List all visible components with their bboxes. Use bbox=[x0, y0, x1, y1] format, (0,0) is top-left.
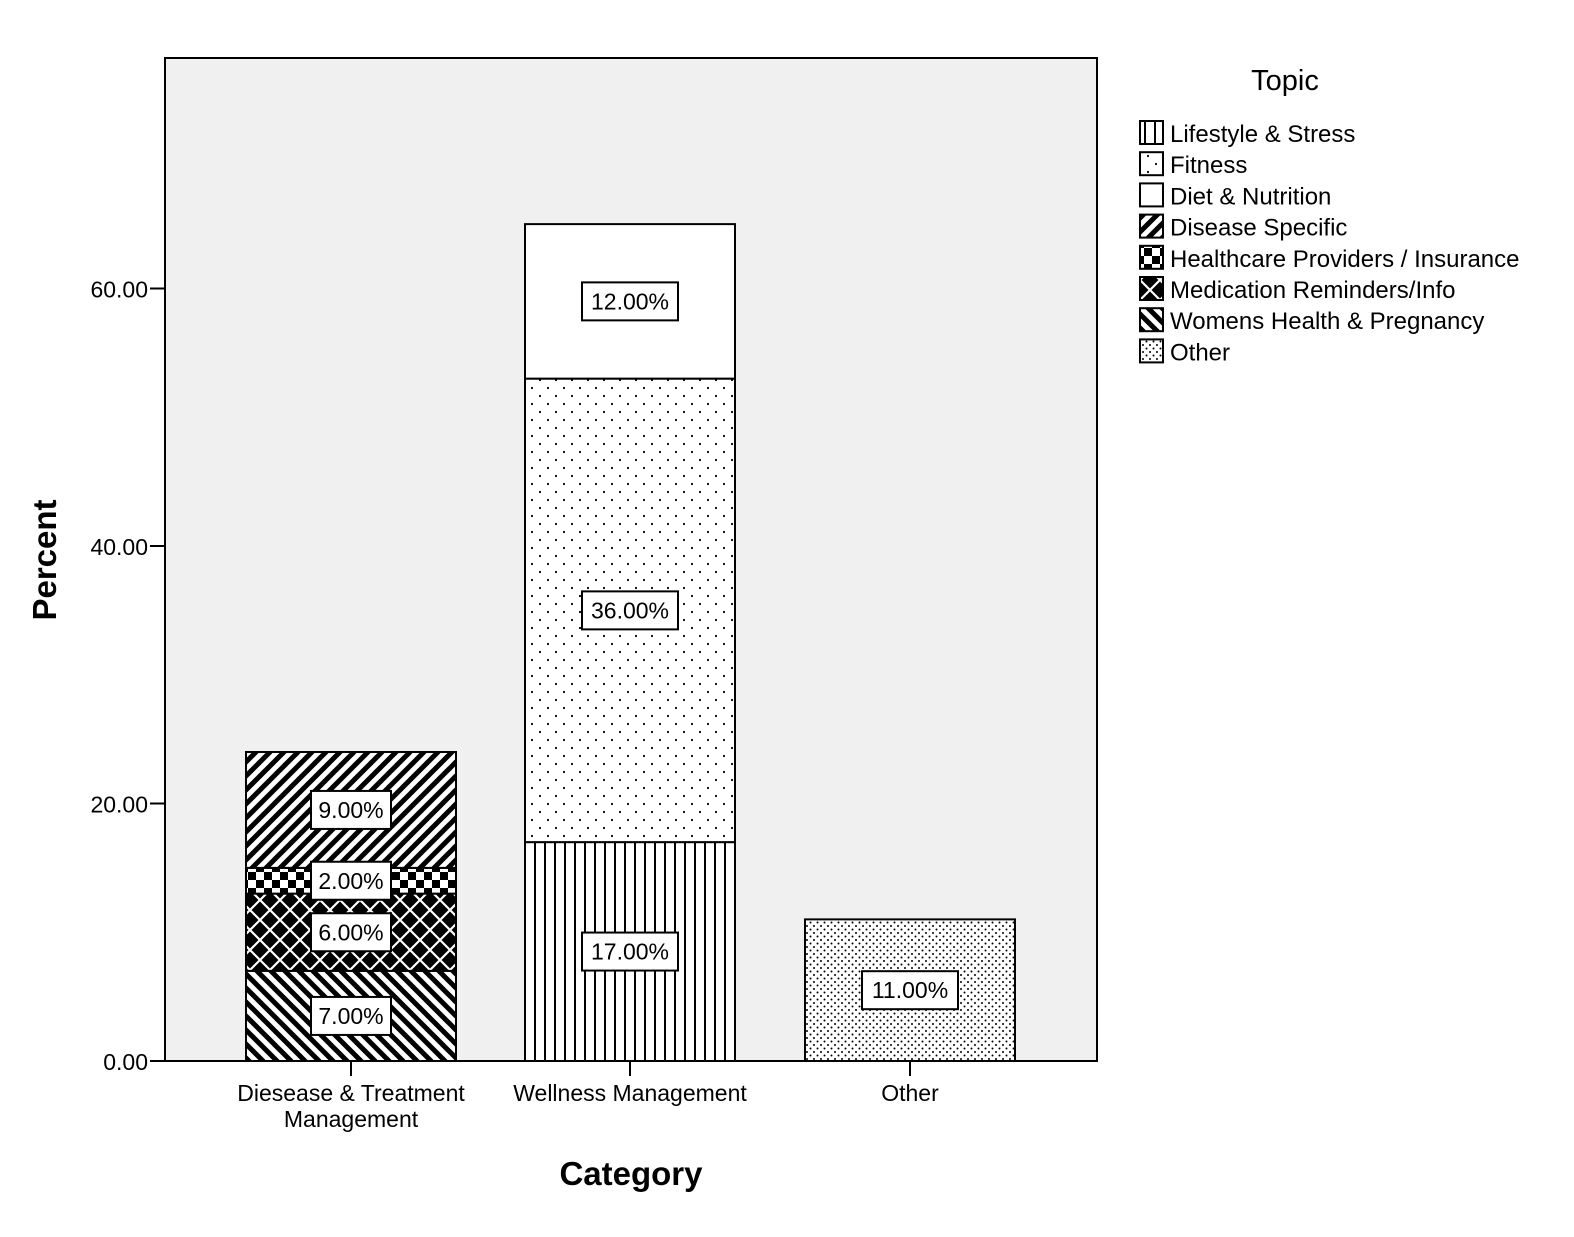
legend-swatch bbox=[1139, 182, 1164, 208]
y-axis: 0.00 20.00 40.00 60.00 bbox=[90, 277, 165, 1075]
legend-item: Healthcare Providers / Insurance bbox=[1139, 244, 1520, 273]
data-label-text: 36.00% bbox=[591, 597, 669, 623]
legend-item: Medication Reminders/Info bbox=[1139, 276, 1455, 304]
data-label: 9.00% bbox=[310, 789, 392, 830]
legend-label: Medication Reminders/Info bbox=[1170, 277, 1455, 304]
legend-swatch bbox=[1139, 213, 1164, 239]
legend-label: Lifestyle & Stress bbox=[1170, 121, 1355, 148]
legend-label: Fitness bbox=[1170, 152, 1247, 179]
y-tick-label: 40.00 bbox=[90, 534, 148, 560]
data-label: 12.00% bbox=[581, 281, 679, 322]
x-tick-label: Diesease & Treatment bbox=[237, 1080, 465, 1106]
data-label-box bbox=[310, 995, 392, 1036]
legend-swatch bbox=[1139, 338, 1164, 364]
legend-item: Diet & Nutrition bbox=[1139, 182, 1331, 210]
legend: Topic Lifestyle & Stress Fitness Diet & Nu… bbox=[1139, 65, 1520, 366]
y-axis-title: Percent bbox=[26, 499, 63, 620]
data-label: 17.00% bbox=[581, 931, 679, 972]
bars bbox=[245, 223, 1016, 1062]
data-label-box bbox=[581, 281, 679, 322]
legend-swatch bbox=[1139, 276, 1164, 301]
x-tick-label: Wellness Management bbox=[513, 1080, 747, 1106]
data-label: 2.00% bbox=[310, 860, 392, 901]
data-label-text: 7.00% bbox=[318, 1003, 383, 1029]
data-label: 11.00% bbox=[861, 970, 959, 1011]
data-label-box bbox=[581, 931, 679, 972]
legend-swatch bbox=[1139, 307, 1164, 333]
legend-swatch bbox=[1139, 151, 1164, 177]
legend-title: Topic bbox=[1251, 65, 1319, 97]
data-label-box bbox=[310, 860, 392, 901]
legend-label: Womens Health & Pregnancy bbox=[1170, 308, 1484, 335]
y-tick-label: 60.00 bbox=[90, 277, 148, 303]
data-label-box bbox=[310, 912, 392, 953]
x-axis-title: Category bbox=[559, 1155, 703, 1192]
legend-item: Fitness bbox=[1139, 151, 1247, 179]
legend-item: Lifestyle & Stress bbox=[1139, 120, 1355, 148]
data-label-text: 12.00% bbox=[591, 288, 669, 314]
data-label-box bbox=[581, 590, 679, 631]
data-label-box bbox=[310, 789, 392, 830]
legend-swatch bbox=[1139, 244, 1164, 270]
data-label-text: 6.00% bbox=[318, 919, 383, 945]
data-label-text: 2.00% bbox=[318, 868, 383, 894]
y-tick-label: 0.00 bbox=[103, 1049, 148, 1075]
data-label: 7.00% bbox=[310, 995, 392, 1036]
y-tick-label: 20.00 bbox=[90, 792, 148, 818]
legend-label: Other bbox=[1170, 339, 1230, 366]
data-label: 6.00% bbox=[310, 912, 392, 953]
legend-item: Womens Health & Pregnancy bbox=[1139, 307, 1484, 335]
data-label-text: 17.00% bbox=[591, 939, 669, 965]
x-tick-label: Other bbox=[881, 1080, 939, 1106]
legend-swatch bbox=[1139, 120, 1164, 145]
legend-label: Diet & Nutrition bbox=[1170, 183, 1331, 210]
data-labels: 7.00% 6.00% 2.00% 9.00% 17.00% 36.00% 12.00% 11… bbox=[310, 281, 959, 1036]
data-label: 36.00% bbox=[581, 590, 679, 631]
bar-segment bbox=[524, 223, 736, 380]
data-label-box bbox=[861, 970, 959, 1011]
legend-item: Other bbox=[1139, 338, 1230, 366]
legend-label: Healthcare Providers / Insurance bbox=[1170, 246, 1520, 273]
legend-item: Disease Specific bbox=[1139, 213, 1347, 242]
x-tick-label: Management bbox=[284, 1106, 419, 1132]
data-label-text: 11.00% bbox=[872, 977, 948, 1003]
legend-label: Disease Specific bbox=[1170, 215, 1347, 242]
data-label-text: 9.00% bbox=[318, 797, 383, 823]
